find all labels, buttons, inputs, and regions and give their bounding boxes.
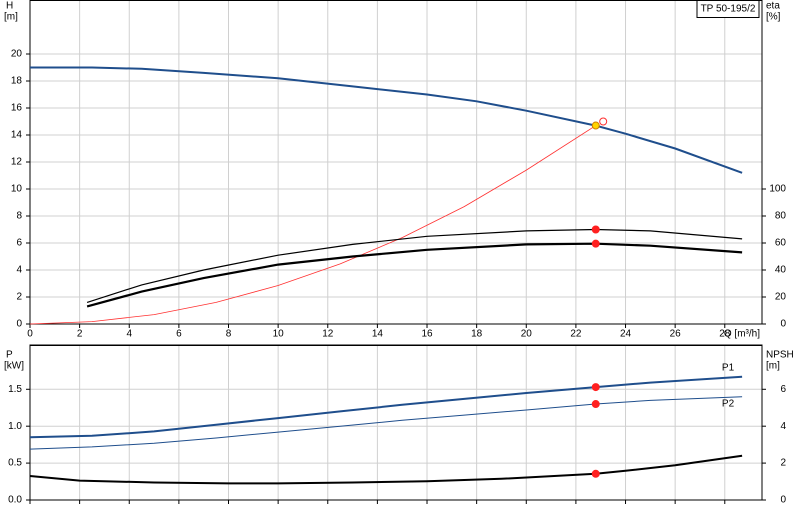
operating-point xyxy=(591,400,600,409)
curve xyxy=(29,125,596,325)
y2-tick-label: 80 xyxy=(775,211,787,222)
y2-axis-unit: [%] xyxy=(766,12,781,23)
y-tick-label: 0.5 xyxy=(8,458,22,469)
y-tick-label: 1.5 xyxy=(8,384,22,395)
x-tick-label: 10 xyxy=(273,329,285,340)
y2-axis-label: NPSH xyxy=(766,350,794,361)
y-tick-label: 6 xyxy=(16,238,22,249)
x-tick-label: 18 xyxy=(471,329,483,340)
y-tick-label: 4 xyxy=(16,265,22,276)
x-tick-label: 16 xyxy=(421,329,433,340)
y2-tick-label: 60 xyxy=(775,238,787,249)
x-tick-label: 22 xyxy=(570,329,582,340)
curve xyxy=(29,375,743,439)
y-tick-label: 20 xyxy=(11,49,23,60)
y-tick-label: 0.0 xyxy=(8,495,22,506)
operating-point xyxy=(599,117,608,126)
plot-frame xyxy=(29,345,763,501)
y2-axis-label: eta xyxy=(766,1,780,12)
x-tick-label: 8 xyxy=(226,329,232,340)
y-tick-label: 2 xyxy=(16,292,22,303)
x-tick-label: 6 xyxy=(176,329,182,340)
x-tick-label: 28 xyxy=(719,329,731,340)
curve xyxy=(86,242,743,308)
operating-point xyxy=(591,121,600,130)
x-tick-label: 14 xyxy=(372,329,384,340)
series-label: P2 xyxy=(722,398,735,409)
y2-tick-label: 20 xyxy=(775,292,787,303)
x-tick-label: 2 xyxy=(77,329,83,340)
y2-tick-label: 0 xyxy=(780,319,786,330)
x-tick-label: 0 xyxy=(27,329,33,340)
operating-point xyxy=(591,469,600,478)
x-tick-label: 20 xyxy=(521,329,533,340)
curve xyxy=(86,228,743,303)
y2-tick-label: 0 xyxy=(780,495,786,506)
y-tick-label: 10 xyxy=(11,184,23,195)
y-axis-label: P xyxy=(6,350,13,361)
y2-tick-label: 40 xyxy=(775,265,787,276)
y2-tick-label: 100 xyxy=(769,184,786,195)
series-label: P1 xyxy=(722,362,735,373)
chart-title: TP 50-195/2 xyxy=(701,4,756,15)
y2-axis-unit: [m] xyxy=(766,361,780,372)
y-tick-label: 18 xyxy=(11,76,23,87)
y-tick-label: 1.0 xyxy=(8,421,22,432)
curve xyxy=(29,396,743,450)
y-axis-label: H xyxy=(6,1,13,12)
y2-tick-label: 6 xyxy=(780,384,786,395)
x-tick-label: 26 xyxy=(670,329,682,340)
x-tick-label: 4 xyxy=(126,329,132,340)
curve xyxy=(29,454,743,485)
y2-tick-label: 2 xyxy=(780,458,786,469)
y-tick-label: 16 xyxy=(11,103,23,114)
operating-point xyxy=(591,383,600,392)
y-tick-label: 14 xyxy=(11,130,23,141)
x-tick-label: 24 xyxy=(620,329,632,340)
plot-frame xyxy=(29,0,763,325)
curve xyxy=(30,66,743,174)
y-axis-unit: [kW] xyxy=(4,361,24,372)
operating-point xyxy=(591,239,600,248)
y-axis-unit: [m] xyxy=(4,12,18,23)
y-tick-label: 0 xyxy=(16,319,22,330)
title-box xyxy=(696,0,760,18)
y2-tick-label: 4 xyxy=(780,421,786,432)
y-tick-label: 8 xyxy=(16,211,22,222)
y-tick-label: 12 xyxy=(11,157,23,168)
operating-point xyxy=(591,225,600,234)
plot-area xyxy=(29,344,763,501)
x-axis-label: Q [m³/h] xyxy=(724,329,760,340)
x-tick-label: 12 xyxy=(322,329,334,340)
